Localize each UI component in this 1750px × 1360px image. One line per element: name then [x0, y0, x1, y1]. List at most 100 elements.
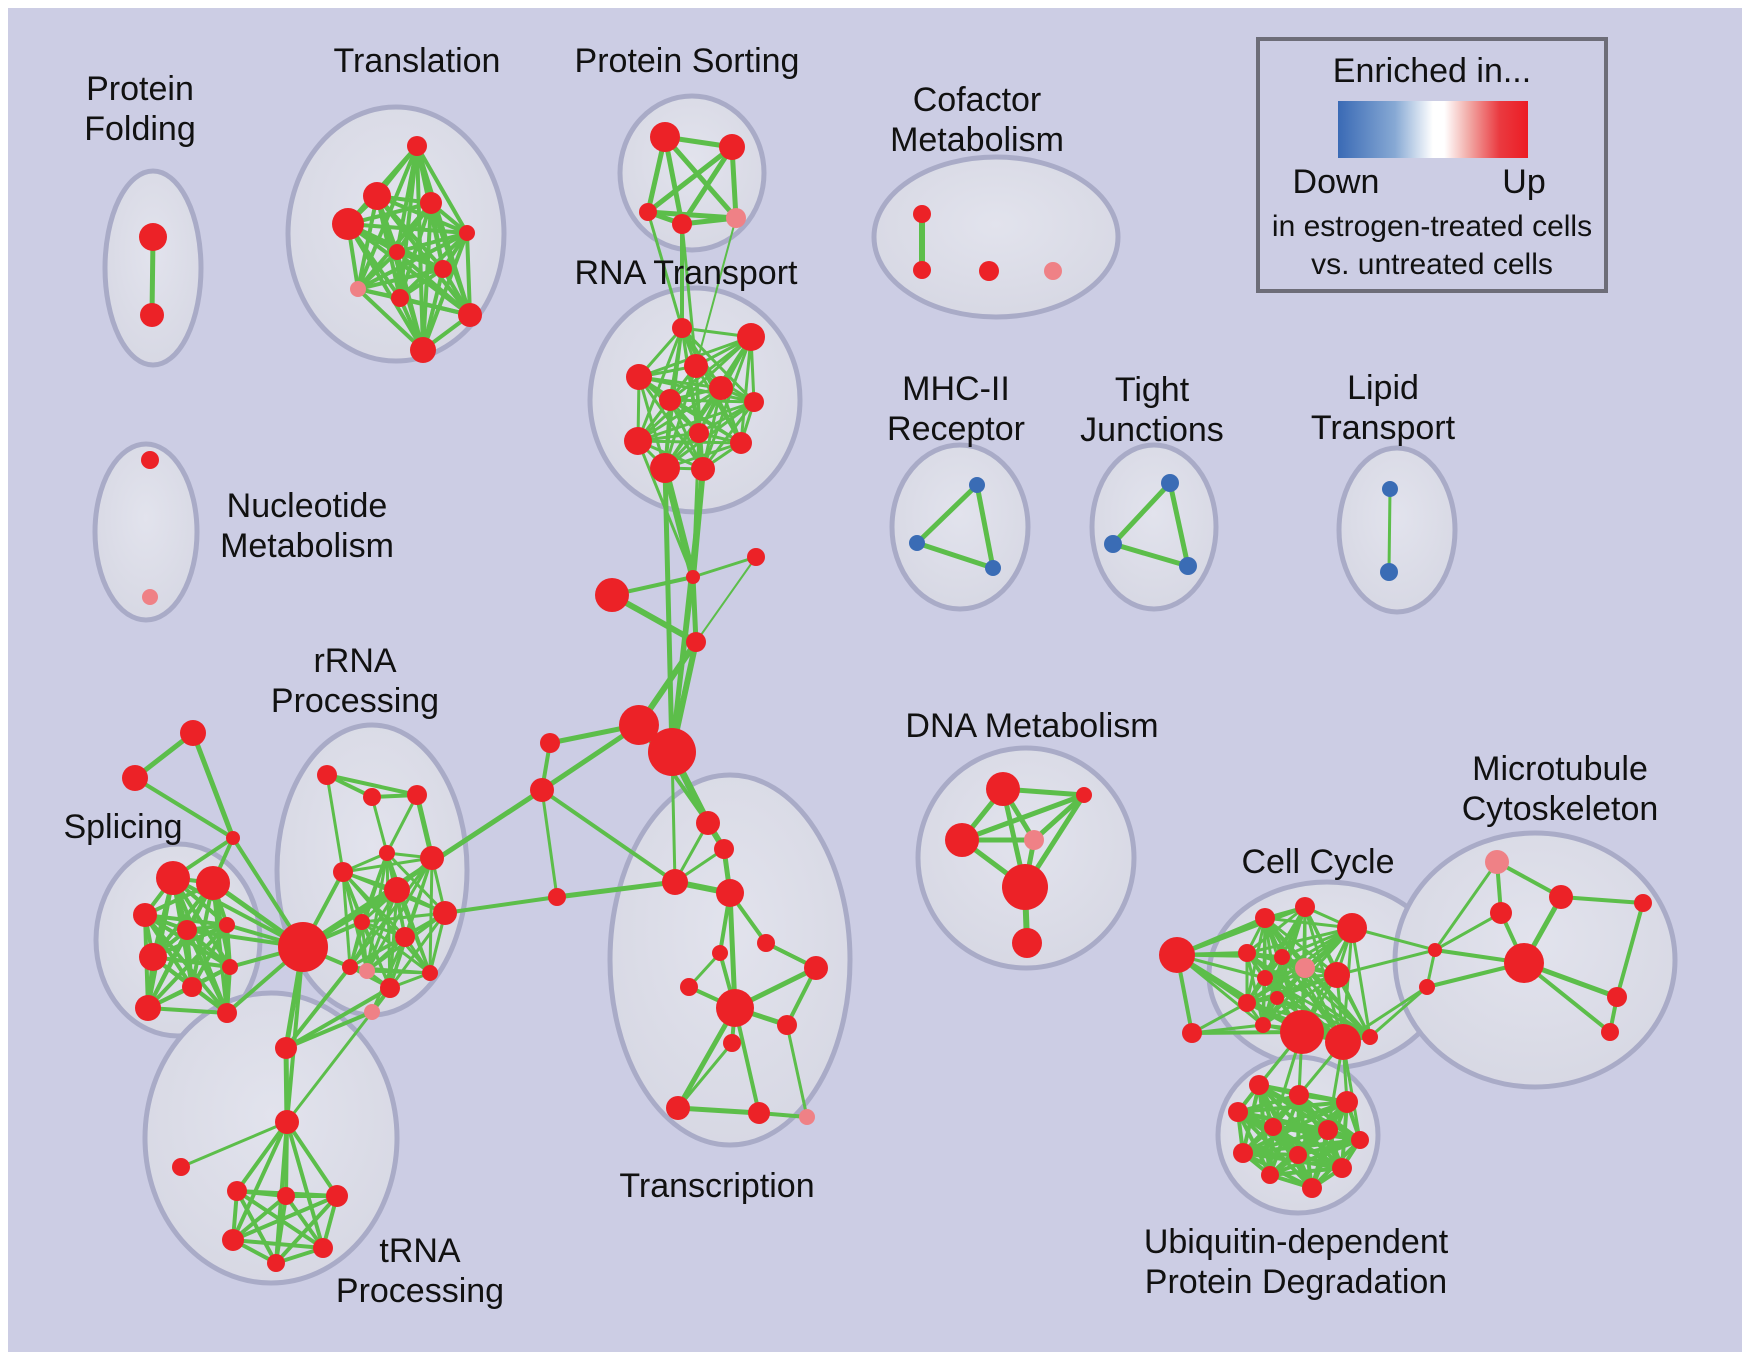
gene-set-node-down-m3	[985, 560, 1001, 576]
gene-set-node-up-r8	[354, 914, 370, 930]
cluster-label-transcription: Transcription	[619, 1167, 814, 1205]
edge	[231, 1194, 339, 1242]
edge	[646, 210, 684, 330]
gene-set-node-up-rt7	[659, 389, 681, 411]
edge	[1245, 973, 1339, 1005]
edge	[133, 776, 235, 840]
gene-set-node-up-rt1	[672, 318, 692, 338]
gene-set-node-up-tr4	[222, 1229, 244, 1251]
edge	[1268, 1138, 1362, 1177]
gene-set-node-up-cc1	[1255, 908, 1275, 928]
gene-set-node-up-cc12	[1362, 1029, 1378, 1045]
gene-set-node-up-cc7	[1324, 962, 1350, 988]
edge	[285, 1010, 374, 1124]
cluster-label-rrna-processing: rRNA Processing	[271, 642, 439, 720]
edge	[1559, 895, 1645, 905]
gene-set-node-up-rt4	[684, 354, 708, 378]
edge	[727, 890, 738, 1011]
gene-set-node-up-weak-cc6	[1295, 958, 1315, 978]
edge	[365, 969, 432, 975]
edge	[636, 386, 723, 443]
gene-set-node-up-cc10	[1238, 994, 1256, 1012]
gene-set-node-up-s4	[177, 920, 197, 940]
edge	[190, 730, 236, 841]
edge	[691, 555, 758, 579]
edge	[645, 209, 739, 221]
legend-title: Enriched in...	[1333, 52, 1531, 90]
gene-set-node-up-tx1	[696, 811, 720, 835]
edge	[395, 231, 469, 254]
gene-set-node-up-weak-cf4	[1044, 262, 1062, 280]
gene-set-node-up-ch3	[595, 578, 629, 612]
gene-set-node-up-mt4	[1601, 1023, 1619, 1041]
gene-set-node-up-u6	[1318, 1120, 1338, 1140]
edge	[143, 913, 229, 927]
cluster-label-trna-processing: tRNA Processing	[336, 1232, 504, 1310]
edge	[284, 1194, 325, 1250]
edge	[346, 222, 469, 235]
edge	[663, 364, 698, 470]
cluster-ellipse-nucleotide-metabolism	[92, 441, 200, 623]
edge	[1350, 926, 1372, 1039]
edge	[356, 144, 419, 291]
cluster-label-rna-transport: RNA Transport	[575, 254, 799, 292]
edge	[360, 920, 392, 990]
edge	[636, 439, 743, 445]
edge	[325, 773, 345, 874]
gene-set-node-up-u9	[1289, 1146, 1307, 1164]
gene-set-node-up-mt2	[1490, 902, 1512, 924]
gene-set-node-up-mid1	[275, 1037, 297, 1059]
edge	[325, 773, 419, 797]
gene-set-node-up-r4	[333, 862, 353, 882]
gene-set-node-up-d2	[1076, 787, 1092, 803]
gene-set-node-up-tr2	[277, 1187, 295, 1205]
edge	[636, 326, 684, 443]
gene-set-node-up-weak-tx14	[799, 1109, 815, 1125]
cluster-label-cofactor-metabolism: Cofactor Metabolism	[890, 81, 1064, 159]
gene-set-node-up-spc	[226, 831, 240, 845]
edge	[284, 986, 392, 1050]
gene-set-node-up-u1	[1249, 1075, 1269, 1095]
gene-set-node-up-ccb1	[1280, 1010, 1324, 1054]
gene-set-node-up-t5	[459, 225, 475, 241]
gene-set-node-up-pf2	[140, 303, 164, 327]
gene-set-node-up-hub1	[278, 922, 328, 972]
cluster-label-microtubule-cytoskeleton: Microtubule Cytoskeleton	[1462, 750, 1659, 828]
edge	[676, 1041, 734, 1110]
edge	[1387, 487, 1392, 574]
gene-set-node-up-u4	[1228, 1102, 1248, 1122]
gene-set-node-down-lt1	[1382, 481, 1398, 497]
edge	[1175, 905, 1307, 957]
edge	[1368, 985, 1429, 1039]
gene-set-node-up-r3	[407, 785, 427, 805]
edge	[662, 134, 739, 221]
gene-set-node-up-u2	[1289, 1085, 1309, 1105]
edge	[370, 795, 389, 855]
gene-set-node-up-cf1	[913, 205, 931, 223]
gene-set-node-up-t2	[363, 182, 391, 210]
edge	[235, 1189, 278, 1265]
edge	[554, 879, 678, 900]
edge	[235, 1120, 289, 1193]
cluster-label-lipid-transport: Lipid Transport	[1311, 369, 1456, 447]
gene-set-node-up-d5	[1002, 864, 1048, 910]
gene-set-node-up-co3	[548, 888, 566, 906]
edge	[1615, 901, 1645, 999]
edge	[1433, 860, 1499, 952]
gene-set-node-up-bgB	[648, 728, 696, 776]
cluster-label-translation: Translation	[334, 42, 501, 80]
edge	[179, 1120, 289, 1169]
gene-set-node-up-rt6	[744, 392, 764, 412]
gene-set-node-up-s1	[156, 861, 190, 895]
cluster-label-nucleotide-metabolism: Nucleotide Metabolism	[220, 487, 394, 565]
gene-set-node-up-cc4	[1238, 944, 1256, 962]
gene-set-node-up-r12	[380, 978, 400, 998]
edge	[348, 888, 399, 969]
gene-set-node-up-weak-mtp	[1485, 850, 1509, 874]
gene-set-node-up-d1	[986, 772, 1020, 806]
gene-set-node-up-tx2	[714, 839, 734, 859]
edge	[914, 482, 980, 546]
gene-set-node-up-tx4	[716, 879, 744, 907]
gene-set-node-up-weak-d4	[1024, 830, 1044, 850]
